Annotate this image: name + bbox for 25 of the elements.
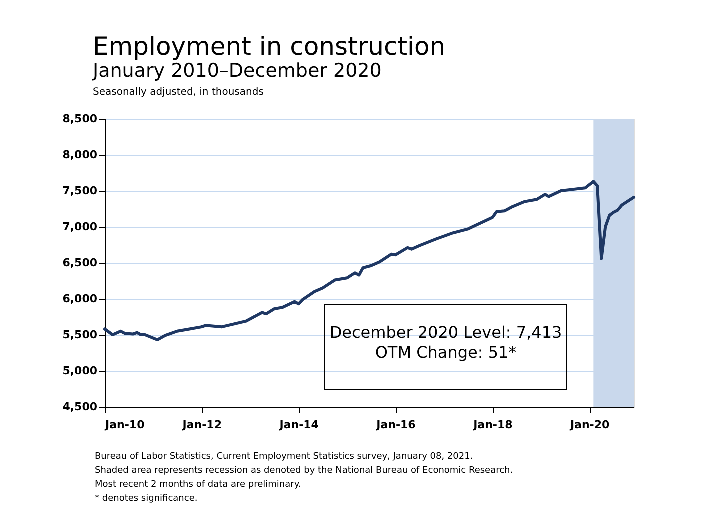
text: Bureau of Labor Statistics, Current Employment Statistics survey, January 08, 2021. bbox=[95, 452, 474, 462]
x-tick-label: Jan-10 bbox=[104, 418, 146, 432]
y-tick-label: 7,500 bbox=[62, 184, 98, 198]
y-tick-label: 4,500 bbox=[62, 400, 98, 414]
x-tick-label: Jan-20 bbox=[569, 418, 610, 432]
x-tick-label: Jan-18 bbox=[472, 418, 513, 432]
y-tick-label: 5,500 bbox=[62, 328, 98, 342]
chart-title: Employment in construction bbox=[93, 32, 446, 61]
x-tick-label: Jan-14 bbox=[278, 418, 320, 432]
text: Shaded area represents recession as denoted by the National Bureau of Economic Research. bbox=[95, 466, 514, 476]
y-tick-label: 5,000 bbox=[62, 364, 98, 378]
annotation: December 2020 Level: 7,413 bbox=[330, 323, 562, 342]
annotation: OTM Change: 51* bbox=[375, 343, 517, 362]
y-tick-label: 6,000 bbox=[62, 292, 98, 306]
x-tick-label: Jan-16 bbox=[376, 418, 416, 432]
y-tick-label: 8,500 bbox=[62, 112, 98, 126]
text: * denotes significance. bbox=[95, 494, 198, 504]
x-tick-label: Jan-12 bbox=[182, 418, 222, 432]
y-tick-label: 6,500 bbox=[62, 256, 98, 270]
text: Most recent 2 months of data are preliminary. bbox=[95, 480, 302, 490]
y-tick-label: 7,000 bbox=[62, 220, 98, 234]
y-tick-label: 8,000 bbox=[62, 148, 98, 162]
chart-subtitle: January 2010–December 2020 bbox=[92, 60, 382, 82]
line-series bbox=[104, 180, 636, 342]
y-axis-title: Seasonally adjusted, in thousands bbox=[93, 87, 264, 98]
